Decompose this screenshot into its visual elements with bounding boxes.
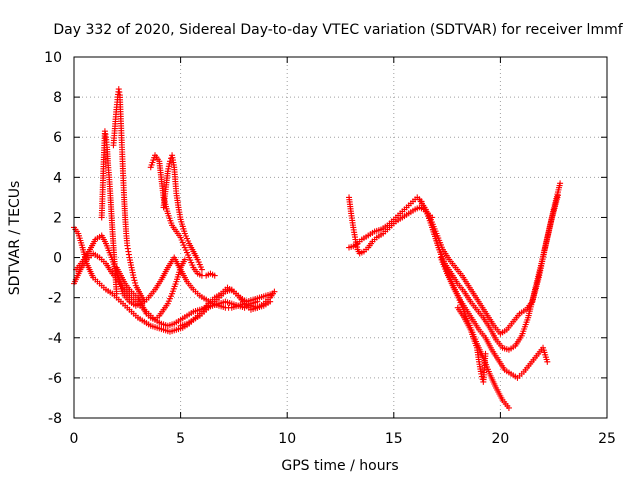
y-tick-label: 4 <box>53 170 62 186</box>
x-tick-label: 25 <box>598 431 616 447</box>
axes: 0 5 10 15 20 25 -8 -6 -4 -2 0 2 4 6 8 10 <box>44 50 616 447</box>
x-axis-label: GPS time / hours <box>281 458 398 474</box>
data-point <box>166 158 173 165</box>
series-trace-16 <box>454 304 489 385</box>
data-point <box>482 350 489 357</box>
chart-title: Day 332 of 2020, Sidereal Day-to-day VTE… <box>53 22 623 38</box>
y-tick-label: -4 <box>48 331 62 347</box>
data-point <box>557 180 564 187</box>
data-point <box>132 279 139 286</box>
data-point <box>130 274 137 281</box>
data-point <box>478 370 485 377</box>
y-tick-label: 10 <box>44 50 62 66</box>
y-tick-label: 8 <box>53 90 62 106</box>
data-point <box>131 277 138 284</box>
data-point <box>198 266 205 273</box>
y-axis-label: SDTVAR / TECUs <box>7 181 23 296</box>
y-tick-label: -8 <box>48 411 62 427</box>
x-tick-label: 0 <box>70 431 79 447</box>
grid-lines <box>74 57 607 418</box>
data-point <box>211 272 218 279</box>
y-tick-label: -2 <box>48 291 62 307</box>
series-trace-11 <box>346 194 425 251</box>
data-point <box>181 256 188 263</box>
data-points <box>71 86 564 411</box>
x-tick-label: 10 <box>278 431 296 447</box>
x-tick-label: 15 <box>385 431 403 447</box>
y-tick-label: -6 <box>48 371 62 387</box>
y-tick-label: 0 <box>53 251 62 267</box>
series-trace-4 <box>98 128 120 297</box>
series-trace-10 <box>346 194 436 257</box>
plot-frame <box>73 56 608 419</box>
series-trace-9 <box>177 286 278 329</box>
x-tick-label: 20 <box>491 431 509 447</box>
data-point <box>544 358 551 365</box>
series-trace-5 <box>110 86 148 305</box>
y-tick-label: 2 <box>53 210 62 226</box>
series-trace-7 <box>160 152 205 273</box>
data-point <box>113 290 120 297</box>
data-point <box>271 288 278 295</box>
data-point <box>554 192 561 199</box>
data-point <box>254 298 261 305</box>
data-point <box>505 404 512 411</box>
series-trace-8 <box>113 256 188 323</box>
x-tick-label: 5 <box>176 431 185 447</box>
y-tick-label: 6 <box>53 130 62 146</box>
